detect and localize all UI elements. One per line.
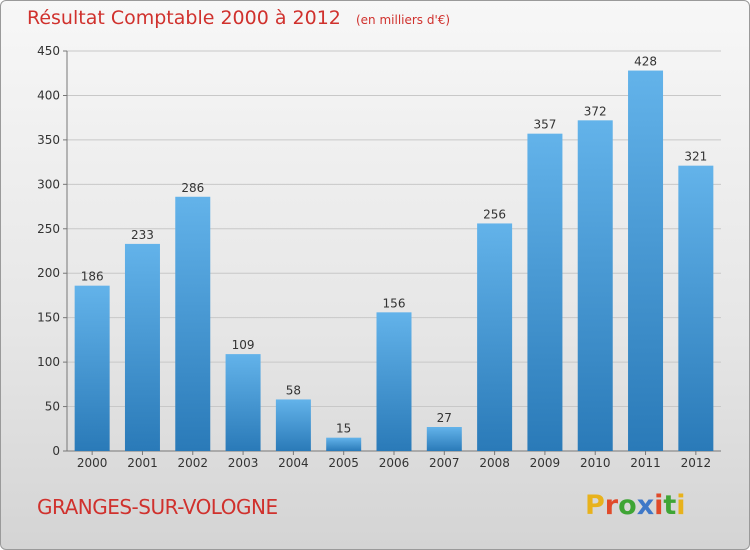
bar-2010	[577, 120, 613, 451]
x-tick-label-2005: 2005	[328, 456, 359, 470]
bar-2001	[124, 243, 160, 451]
data-label-2005: 15	[336, 422, 351, 436]
data-label-2011: 428	[634, 55, 657, 69]
logo-letter: o	[618, 490, 637, 521]
x-tick-label-2012: 2012	[681, 456, 712, 470]
y-tick-label: 250	[37, 222, 60, 236]
data-label-2006: 156	[383, 296, 406, 310]
data-label-2000: 186	[81, 270, 104, 284]
bar-2012	[678, 165, 714, 451]
data-label-2002: 286	[181, 181, 204, 195]
y-tick-label: 50	[45, 400, 60, 414]
bar-2008	[477, 223, 513, 451]
y-tick-label: 200	[37, 266, 60, 280]
x-tick-label-2004: 2004	[278, 456, 309, 470]
proxiti-logo: Proxiti	[585, 490, 686, 521]
x-tick-label-2010: 2010	[580, 456, 611, 470]
data-label-2009: 357	[533, 118, 556, 132]
logo-letter: r	[604, 490, 619, 521]
bar-2003	[225, 354, 261, 451]
bar-2011	[628, 70, 664, 452]
x-tick-label-2011: 2011	[630, 456, 661, 470]
x-tick-label-2006: 2006	[379, 456, 410, 470]
chart-header: Résultat Comptable 2000 à 2012 (en milli…	[27, 7, 450, 29]
bar-2006	[376, 312, 412, 451]
bar-2005	[326, 437, 362, 451]
label-layer: 186 233 286 109 58 15 156 27 256 357 372 428 321	[81, 55, 708, 436]
chart-subtitle: (en milliers d'€)	[355, 13, 451, 27]
x-tick-label-2001: 2001	[127, 456, 158, 470]
data-label-2007: 27	[437, 411, 452, 425]
x-tick-label-2007: 2007	[429, 456, 460, 470]
x-tick-label-2003: 2003	[228, 456, 259, 470]
logo-letter: i	[676, 490, 686, 521]
x-tick-label-2008: 2008	[479, 456, 510, 470]
x-tick-label-2002: 2002	[177, 456, 208, 470]
logo-letter: i	[654, 490, 664, 521]
bar-2004	[275, 399, 311, 451]
data-label-2008: 256	[483, 207, 506, 221]
commune-name: GRANGES-SUR-VOLOGNE	[37, 495, 278, 519]
chart-title: Résultat Comptable 2000 à 2012	[27, 7, 341, 29]
bar-2002	[175, 196, 211, 451]
bar-2000	[74, 285, 110, 451]
y-tick-label: 0	[52, 444, 60, 458]
data-label-2012: 321	[684, 150, 707, 164]
y-tick-label: 300	[37, 177, 60, 191]
data-label-2001: 233	[131, 228, 154, 242]
bar-2007	[426, 427, 462, 451]
logo-letter: t	[663, 490, 677, 521]
data-label-2010: 372	[584, 104, 607, 118]
y-tick-label: 400	[37, 88, 60, 102]
data-label-2003: 109	[232, 338, 255, 352]
y-tick-label: 450	[37, 44, 60, 58]
logo-letter: P	[585, 490, 605, 521]
x-tick-label-2009: 2009	[530, 456, 561, 470]
y-tick-label: 100	[37, 355, 60, 369]
logo-letter: x	[636, 490, 655, 521]
data-label-2004: 58	[286, 383, 301, 397]
bar-2009	[527, 133, 563, 451]
bar-layer	[74, 70, 714, 452]
y-tick-label: 150	[37, 311, 60, 325]
x-tick-label-2000: 2000	[77, 456, 108, 470]
y-tick-label: 350	[37, 133, 60, 147]
